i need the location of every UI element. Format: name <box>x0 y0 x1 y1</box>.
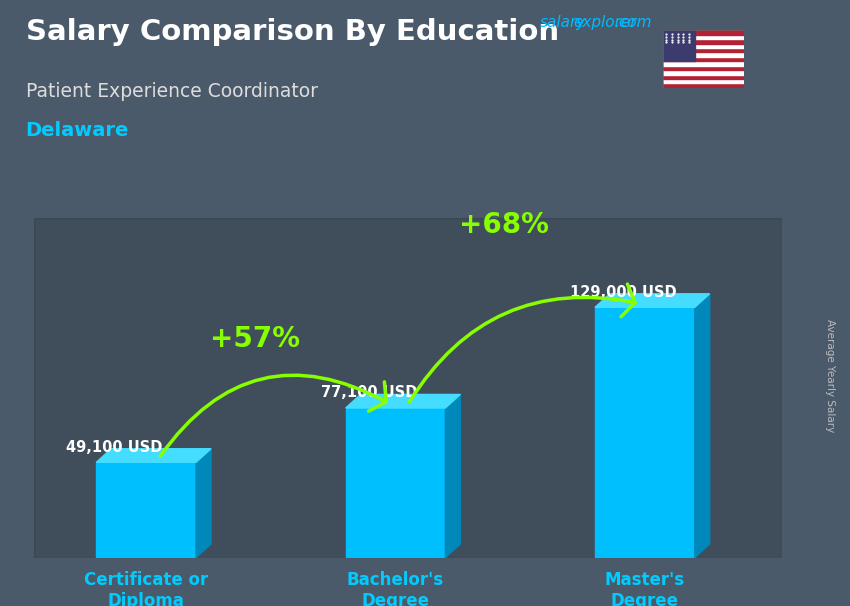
Bar <box>663 79 744 84</box>
Bar <box>663 48 744 53</box>
Polygon shape <box>595 294 710 307</box>
Bar <box>663 75 744 79</box>
Text: Salary Comparison By Education: Salary Comparison By Education <box>26 18 558 46</box>
Bar <box>663 84 744 88</box>
Text: +68%: +68% <box>459 211 549 239</box>
Bar <box>663 65 744 70</box>
Polygon shape <box>96 462 196 558</box>
Polygon shape <box>445 395 461 558</box>
FancyArrowPatch shape <box>410 284 635 402</box>
Polygon shape <box>196 448 211 558</box>
Text: salary: salary <box>540 15 586 30</box>
Text: explorer: explorer <box>574 15 638 30</box>
FancyArrowPatch shape <box>161 375 386 456</box>
Text: 129,000 USD: 129,000 USD <box>570 285 677 299</box>
Bar <box>663 35 744 39</box>
Bar <box>663 61 744 65</box>
Polygon shape <box>346 395 461 408</box>
Bar <box>663 70 744 75</box>
Polygon shape <box>96 448 211 462</box>
Bar <box>663 30 744 35</box>
Text: .com: .com <box>614 15 651 30</box>
Polygon shape <box>346 408 445 558</box>
Text: 77,100 USD: 77,100 USD <box>320 385 417 400</box>
Polygon shape <box>595 307 694 558</box>
Text: Average Yearly Salary: Average Yearly Salary <box>824 319 835 432</box>
Bar <box>663 44 744 48</box>
Text: Patient Experience Coordinator: Patient Experience Coordinator <box>26 82 318 101</box>
Bar <box>663 53 744 57</box>
Polygon shape <box>694 294 710 558</box>
Bar <box>34 218 782 558</box>
Bar <box>663 39 744 44</box>
Bar <box>663 30 695 61</box>
Text: Delaware: Delaware <box>26 121 129 140</box>
Text: 49,100 USD: 49,100 USD <box>66 439 163 454</box>
Text: +57%: +57% <box>210 325 300 353</box>
Bar <box>663 57 744 61</box>
